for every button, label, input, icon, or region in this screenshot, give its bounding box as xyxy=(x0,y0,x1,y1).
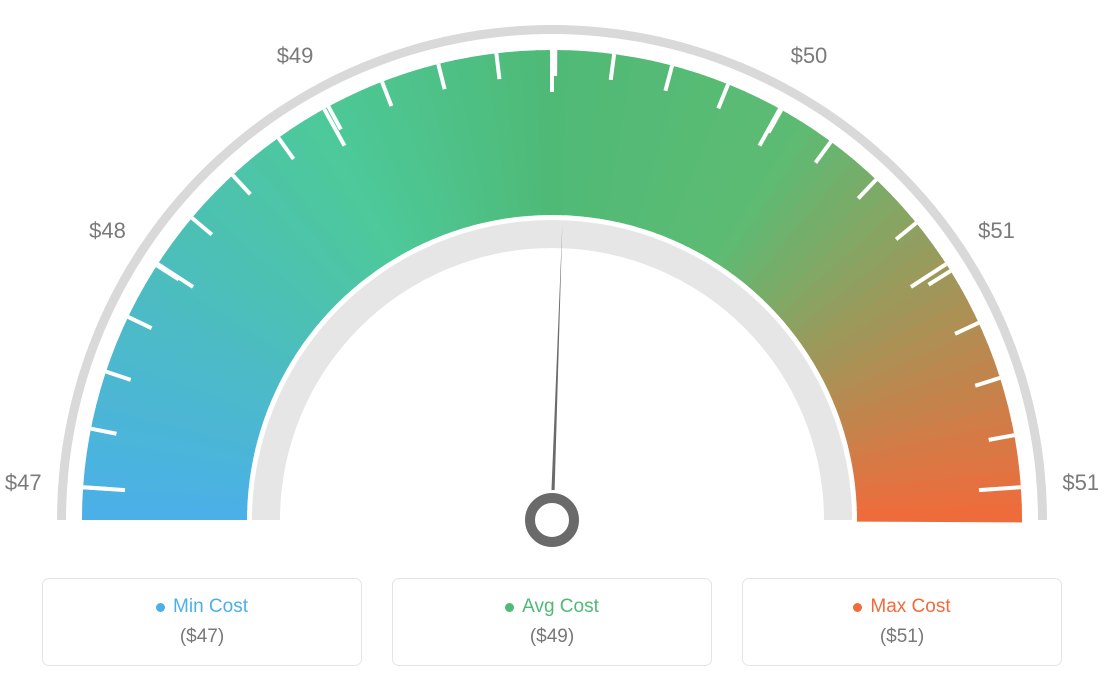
gauge-tick-label: $49 xyxy=(277,43,314,69)
gauge-tick-label: $51 xyxy=(1062,470,1099,496)
legend-row: Min Cost ($47) Avg Cost ($49) Max Cost (… xyxy=(0,578,1104,666)
legend-card-max: Max Cost ($51) xyxy=(742,578,1062,666)
legend-card-min: Min Cost ($47) xyxy=(42,578,362,666)
legend-value: ($47) xyxy=(180,626,224,648)
dot-icon xyxy=(505,603,514,612)
gauge-svg xyxy=(0,0,1104,560)
legend-title-max: Max Cost xyxy=(853,596,950,618)
legend-label: Avg Cost xyxy=(522,596,599,618)
legend-value: ($51) xyxy=(880,626,924,648)
gauge-tick-label: $49 xyxy=(534,0,571,3)
dot-icon xyxy=(156,603,165,612)
legend-label: Max Cost xyxy=(870,596,950,618)
legend-title-min: Min Cost xyxy=(156,596,248,618)
legend-title-avg: Avg Cost xyxy=(505,596,599,618)
gauge-chart: $47 $48 $49 $49 $50 $51 $51 xyxy=(0,0,1104,560)
gauge-tick-label: $47 xyxy=(5,470,42,496)
gauge-tick-label: $48 xyxy=(89,218,126,244)
gauge-tick-label: $51 xyxy=(978,218,1015,244)
legend-label: Min Cost xyxy=(173,596,248,618)
legend-card-avg: Avg Cost ($49) xyxy=(392,578,712,666)
legend-value: ($49) xyxy=(530,626,574,648)
dot-icon xyxy=(853,603,862,612)
gauge-tick-label: $50 xyxy=(791,43,828,69)
